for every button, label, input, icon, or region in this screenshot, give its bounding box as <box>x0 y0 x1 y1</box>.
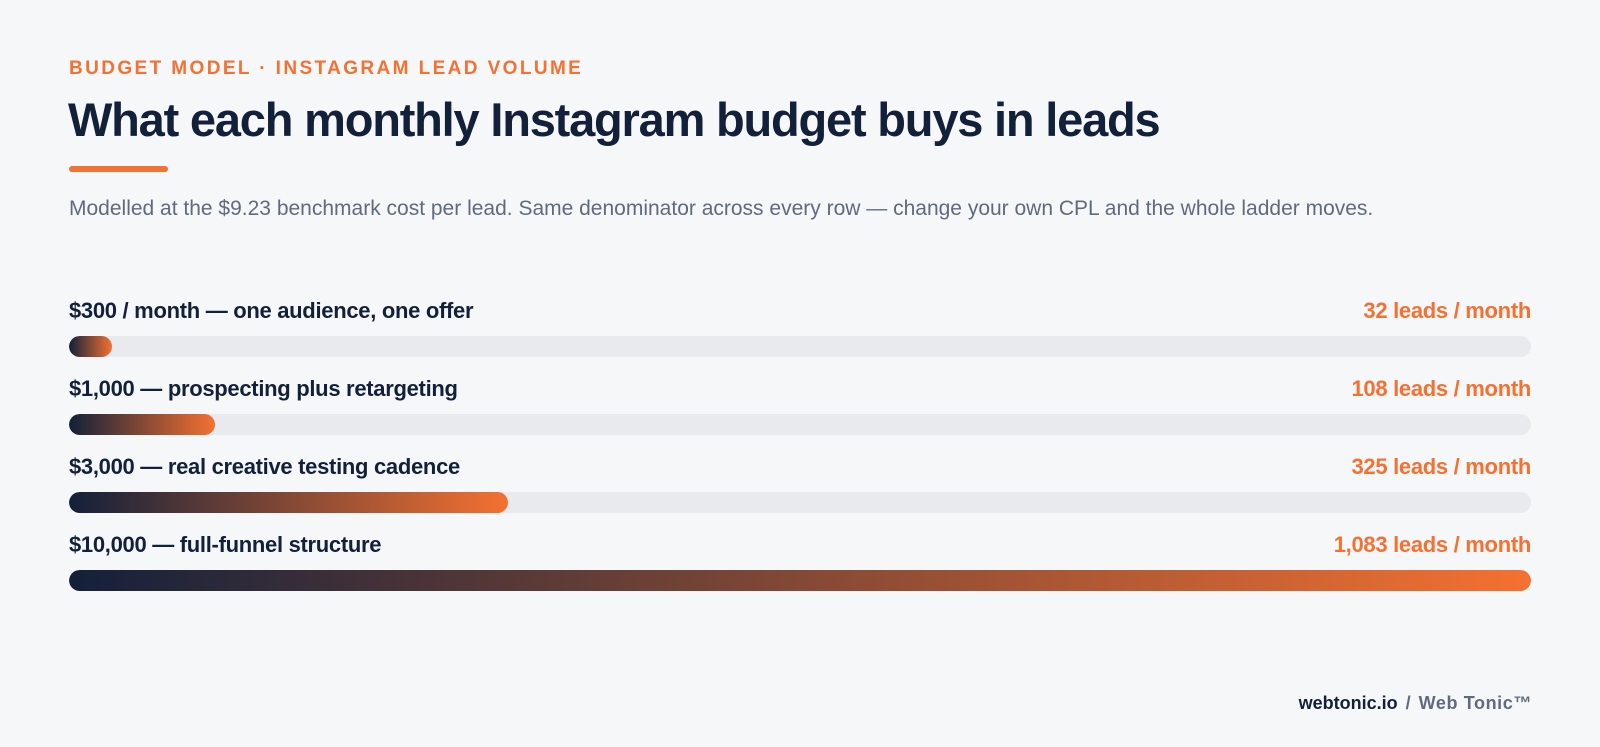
subtitle: Modelled at the $9.23 benchmark cost per… <box>69 197 1374 220</box>
chart-row: $3,000 — real creative testing cadence 32… <box>69 452 1531 530</box>
bar-category-label: $3,000 — real creative testing cadence <box>69 454 460 479</box>
bar-track <box>69 414 1531 435</box>
eyebrow-label: BUDGET MODEL · INSTAGRAM LEAD VOLUME <box>69 58 584 79</box>
chart-row-header: $3,000 — real creative testing cadence 32… <box>69 452 1531 482</box>
bar-category-label: $300 / month — one audience, one offer <box>69 298 474 323</box>
bar-fill <box>69 414 215 435</box>
title-accent-rule <box>69 166 168 172</box>
bar-fill <box>69 492 508 513</box>
chart-row-header: $1,000 — prospecting plus retargeting 108… <box>69 374 1531 404</box>
bar-track <box>69 336 1531 357</box>
chart-row-header: $10,000 — full-funnel structure 1,083 lea… <box>69 530 1531 560</box>
bar-track <box>69 492 1531 513</box>
bar-value-label: 32 leads / month <box>1363 298 1531 323</box>
chart-row: $300 / month — one audience, one offer 32… <box>69 296 1531 374</box>
chart-row: $10,000 — full-funnel structure 1,083 lea… <box>69 530 1531 608</box>
budget-bar-chart: $300 / month — one audience, one offer 32… <box>69 296 1531 608</box>
page-title: What each monthly Instagram budget buys … <box>68 93 1161 146</box>
footer-brand: Web Tonic™ <box>1418 693 1532 713</box>
bar-track <box>69 570 1531 591</box>
bar-category-label: $10,000 — full-funnel structure <box>69 532 382 557</box>
bar-category-label: $1,000 — prospecting plus retargeting <box>69 376 458 401</box>
footer-domain[interactable]: webtonic.io <box>1298 693 1398 713</box>
footer-credit: webtonic.io / Web Tonic™ <box>1299 693 1532 714</box>
footer-separator: / <box>1405 693 1411 713</box>
bar-value-label: 325 leads / month <box>1351 454 1531 479</box>
bar-fill <box>69 336 113 357</box>
bar-value-label: 108 leads / month <box>1351 376 1531 401</box>
bar-value-label: 1,083 leads / month <box>1333 532 1532 557</box>
chart-row-header: $300 / month — one audience, one offer 32… <box>69 296 1531 326</box>
bar-fill <box>69 570 1531 591</box>
chart-row: $1,000 — prospecting plus retargeting 108… <box>69 374 1531 452</box>
